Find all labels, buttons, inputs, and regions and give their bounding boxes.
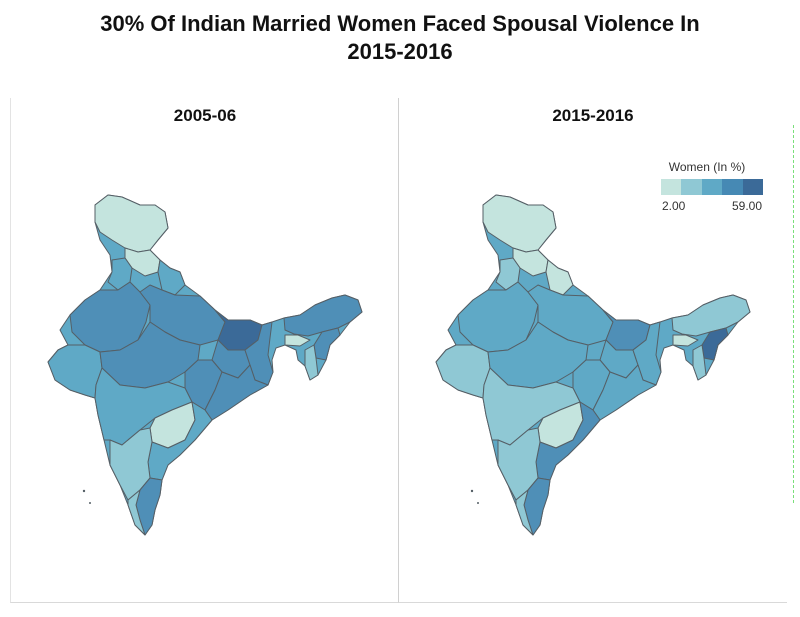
region-odisha — [204, 364, 269, 421]
region-kerala — [127, 489, 146, 536]
island-dot — [82, 489, 86, 493]
map-panel-2015: 2015-2016 — [398, 98, 787, 603]
region-karnataka — [497, 427, 541, 501]
island-dot — [470, 489, 474, 493]
region-assam — [283, 294, 363, 337]
region-mizoram-tripura — [304, 344, 319, 381]
region-kerala — [515, 489, 534, 536]
chart-title: 30% Of Indian Married Women Faced Spousa… — [0, 10, 800, 66]
guide-line — [793, 125, 794, 503]
region-gujarat — [47, 344, 103, 399]
region-west-bengal — [244, 321, 274, 386]
legend-swatch-1 — [661, 179, 682, 195]
legend-max-label: 59.00 — [731, 199, 762, 213]
region-meghalaya — [284, 334, 311, 347]
legend-swatch-4 — [722, 179, 743, 195]
legend: Women (In %) 2.00 59.00 — [652, 160, 772, 213]
legend-title: Women (In %) — [668, 160, 746, 174]
island-dot — [477, 502, 479, 504]
legend-swatch-2 — [681, 179, 702, 195]
region-assam — [671, 294, 751, 337]
map-2015 — [435, 194, 751, 536]
chart-title-line-2: 2015-2016 — [347, 39, 453, 64]
region-mizoram-tripura — [692, 344, 707, 381]
region-jammu-kashmir — [482, 194, 557, 253]
map-panel-2005: 2005-06 — [10, 98, 399, 603]
map-2005 — [47, 194, 363, 536]
region-gujarat — [435, 344, 491, 399]
panel-title-2015: 2015-2016 — [552, 106, 634, 125]
region-jammu-kashmir — [94, 194, 169, 253]
chart-title-line-1: 30% Of Indian Married Women Faced Spousa… — [100, 11, 700, 36]
region-west-bengal — [632, 321, 662, 386]
legend-swatch-5 — [742, 179, 764, 195]
legend-swatch-3 — [701, 179, 723, 195]
panel-title-2005: 2005-06 — [173, 106, 237, 125]
region-meghalaya — [672, 334, 699, 347]
legend-labels: 2.00 59.00 — [652, 199, 772, 213]
legend-color-scale — [660, 178, 764, 196]
region-karnataka — [109, 427, 153, 501]
island-dot — [89, 502, 91, 504]
region-odisha — [592, 364, 657, 421]
legend-min-label: 2.00 — [662, 199, 686, 213]
